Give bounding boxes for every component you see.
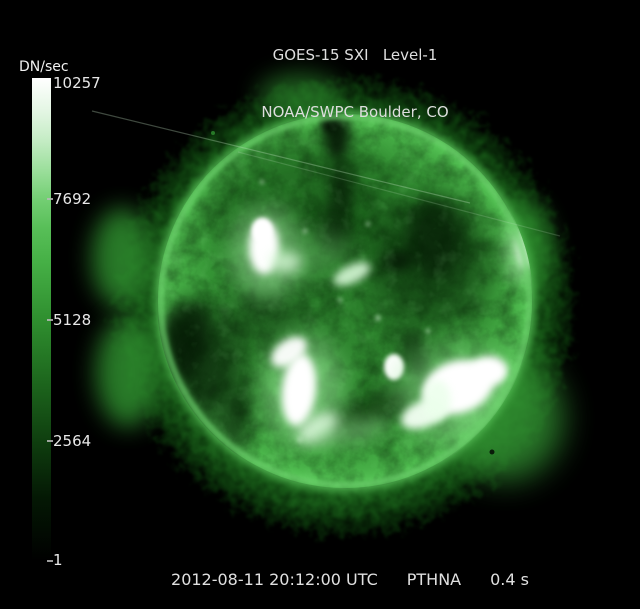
corona-speck bbox=[211, 131, 215, 135]
observation-timestamp: 2012-08-11 20:12:00 UTC bbox=[171, 570, 378, 589]
solar-disk bbox=[155, 111, 535, 491]
colorbar-unit-label: DN/sec bbox=[19, 59, 69, 75]
colorbar-tick-mark bbox=[47, 560, 53, 562]
title-line-2: NOAA/SWPC Boulder, CO bbox=[261, 103, 449, 121]
streak-artifacts bbox=[91, 110, 561, 237]
bright-point-center bbox=[384, 354, 404, 380]
title-line-1: GOES-15 SXI Level-1 bbox=[272, 46, 438, 64]
colorbar-tick-mark bbox=[47, 319, 53, 321]
active-region-northwest bbox=[232, 208, 353, 296]
colorbar-gradient bbox=[32, 78, 51, 561]
colorbar-tick-label: 10257 bbox=[53, 74, 101, 92]
colorbar-tick-label: 2564 bbox=[53, 432, 92, 450]
solar-limb-ring bbox=[155, 111, 535, 491]
colorbar-tick-mark bbox=[47, 440, 53, 442]
dark-speck bbox=[489, 449, 495, 455]
colorbar-tick-mark bbox=[47, 198, 53, 200]
frame-code: PTHNA bbox=[406, 570, 462, 589]
colorbar-tick-label: 7692 bbox=[53, 190, 92, 208]
colorbar-tick-label: 1 bbox=[53, 551, 63, 569]
status-line: 2012-08-11 20:12:00 UTC PTHNA 0.4 s bbox=[171, 570, 529, 589]
active-region-south-center bbox=[263, 335, 390, 447]
colorbar-tick-label: 5128 bbox=[53, 311, 92, 329]
exposure-time: 0.4 s bbox=[490, 570, 529, 589]
bright-loop-center bbox=[333, 262, 371, 286]
image-title: GOES-15 SXI Level-1 NOAA/SWPC Boulder, C… bbox=[261, 8, 448, 160]
